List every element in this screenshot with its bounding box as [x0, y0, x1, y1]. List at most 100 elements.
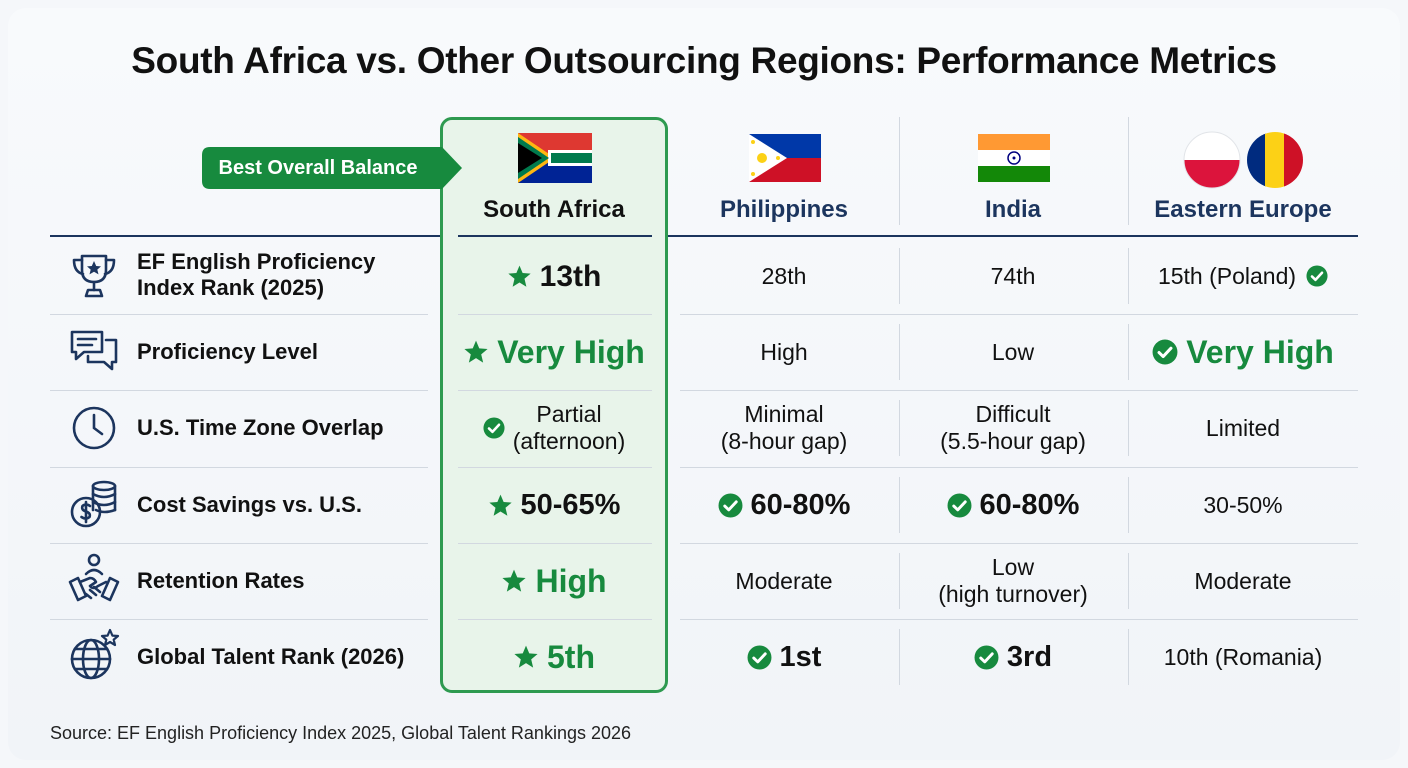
table-cell: Limited	[1128, 390, 1358, 466]
row-label: Proficiency Level	[137, 339, 318, 364]
cell-value: 3rd	[1006, 640, 1053, 673]
column-divider	[899, 553, 900, 609]
table-cell: 60-80%	[670, 467, 898, 543]
column-divider	[899, 324, 900, 380]
table-cell: Partial (afternoon)	[444, 390, 664, 466]
check-circle-icon	[483, 417, 505, 439]
column-divider	[899, 117, 900, 225]
cell-value: Low	[991, 338, 1035, 365]
row-divider	[680, 314, 1358, 315]
star-icon	[508, 265, 531, 287]
badge-label: Best Overall Balance	[218, 157, 418, 179]
column-divider	[1128, 477, 1129, 533]
table-cell: 15th (Poland)	[1128, 238, 1358, 314]
check-circle-icon	[718, 493, 742, 517]
philippines-flag-icon	[749, 134, 821, 182]
column-header-eastern-europe: Eastern Europe	[1154, 196, 1332, 223]
table-cell: Moderate	[670, 543, 898, 619]
row-divider	[50, 314, 428, 315]
table-cell: Difficult (5.5-hour gap)	[899, 390, 1127, 466]
infographic-card	[8, 8, 1400, 760]
row-label: EF English Proficiency Index Rank (2025)	[137, 249, 376, 300]
badge-arrow-shape	[202, 147, 462, 189]
column-divider	[1128, 248, 1129, 304]
table-cell: Low	[899, 314, 1127, 390]
table-cell: 50-65%	[444, 467, 664, 543]
table-cell: 13th	[444, 238, 664, 314]
cell-value: Limited	[1205, 414, 1281, 441]
column-divider	[1128, 117, 1129, 225]
south-africa-highlight-column	[440, 117, 668, 693]
chat-bubbles-icon	[70, 330, 118, 371]
cell-value: 1st	[779, 640, 822, 673]
row-divider	[458, 390, 652, 391]
star-icon	[464, 340, 488, 363]
table-cell: 3rd	[899, 619, 1127, 695]
column-divider	[899, 400, 900, 456]
check-circle-icon	[1306, 265, 1328, 287]
table-cell: Moderate	[1128, 543, 1358, 619]
header-divider-south-africa	[458, 235, 652, 237]
row-label: Cost Savings vs. U.S.	[137, 492, 362, 517]
table-cell: 1st	[670, 619, 898, 695]
check-circle-icon	[1152, 339, 1178, 365]
row-divider	[50, 390, 428, 391]
cell-value: 28th	[761, 262, 807, 289]
cell-value: Difficult (5.5-hour gap)	[940, 401, 1086, 454]
cell-value: Very High	[1186, 333, 1334, 370]
romania-flag-icon	[1247, 132, 1303, 188]
south-africa-flag-icon	[518, 133, 592, 183]
table-cell: Minimal (8-hour gap)	[670, 390, 898, 466]
check-circle-icon	[974, 645, 999, 669]
table-cell: High	[444, 543, 664, 619]
table-cell: Very High	[1128, 314, 1358, 390]
page-title: South Africa vs. Other Outsourcing Regio…	[131, 40, 1277, 81]
best-overall-badge: Best Overall Balance	[202, 147, 462, 189]
table-cell: High	[670, 314, 898, 390]
table-cell: 60-80%	[899, 467, 1127, 543]
row-divider	[680, 467, 1358, 468]
table-cell: 74th	[899, 238, 1127, 314]
cell-value: Minimal (8-hour gap)	[720, 401, 848, 454]
cell-value: 60-80%	[979, 488, 1080, 521]
column-header-india: India	[984, 196, 1041, 223]
table-cell: 5th	[444, 619, 664, 695]
coins-dollar-icon	[70, 480, 117, 528]
row-label: Global Talent Rank (2026)	[137, 644, 405, 669]
column-header-philippines: Philippines	[719, 196, 848, 223]
cell-value: 50-65%	[520, 488, 621, 521]
row-divider	[50, 467, 428, 468]
row-divider	[458, 543, 652, 544]
poland-flag-icon	[1183, 131, 1241, 189]
check-circle-icon	[747, 645, 772, 669]
row-divider	[458, 619, 652, 620]
row-divider	[680, 390, 1358, 391]
cell-value: Partial (afternoon)	[512, 401, 626, 454]
star-icon	[488, 494, 512, 516]
cell-value: 13th	[539, 259, 602, 293]
cell-value: Very High	[497, 333, 645, 370]
column-divider	[1128, 400, 1129, 456]
check-circle-icon	[947, 493, 971, 517]
handshake-icon	[68, 553, 120, 602]
cell-value: 74th	[990, 262, 1036, 289]
column-divider	[899, 629, 900, 685]
column-divider	[1128, 553, 1129, 609]
table-cell: 10th (Romania)	[1128, 619, 1358, 695]
row-label: U.S. Time Zone Overlap	[137, 415, 384, 440]
row-divider	[458, 314, 652, 315]
source-note: Source: EF English Proficiency Index 202…	[50, 723, 632, 743]
row-divider	[50, 543, 428, 544]
column-divider	[1128, 629, 1129, 685]
cell-value: High	[535, 562, 607, 599]
clock-icon	[72, 406, 116, 450]
row-label: Retention Rates	[137, 568, 305, 593]
table-cell: Low (high turnover)	[899, 543, 1127, 619]
column-divider	[1128, 324, 1129, 380]
star-icon	[514, 645, 538, 668]
cell-value: Moderate	[735, 567, 833, 594]
header-divider-left	[50, 235, 440, 237]
row-divider	[458, 467, 652, 468]
trophy-icon	[72, 254, 116, 298]
cell-value: 15th (Poland)	[1157, 262, 1297, 289]
